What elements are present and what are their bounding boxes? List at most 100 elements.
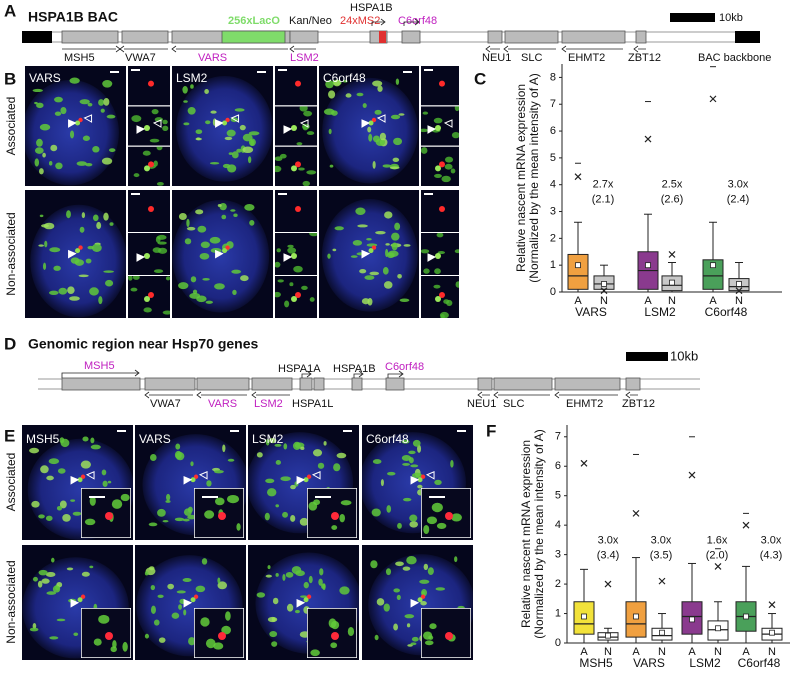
green-spot xyxy=(291,125,297,131)
gene-label: SLC xyxy=(503,398,524,410)
y-tick-label: 3 xyxy=(550,205,556,217)
gene-label: VARS xyxy=(198,52,227,64)
panel-b: B Associated Non-associated VARS LSM2 C6… xyxy=(4,69,366,295)
signal xyxy=(101,157,113,165)
signal xyxy=(234,108,245,112)
signal xyxy=(239,124,246,131)
panel-letter: C xyxy=(474,69,486,88)
green-spot xyxy=(291,296,297,302)
signal xyxy=(411,636,419,642)
signal xyxy=(183,100,188,103)
panel-letter: B xyxy=(4,69,16,88)
signal xyxy=(272,597,279,605)
outlier xyxy=(604,580,612,588)
inset xyxy=(307,608,357,658)
micrograph xyxy=(128,106,170,146)
y-tick-label: 8 xyxy=(550,71,556,83)
green-spot xyxy=(144,296,150,302)
signal xyxy=(275,504,280,508)
arrowhead xyxy=(410,598,420,608)
scale-bar xyxy=(131,69,140,71)
x-tick-label: N xyxy=(604,646,612,658)
signal xyxy=(156,146,163,151)
signal xyxy=(143,307,152,313)
signal xyxy=(256,592,266,598)
signal xyxy=(357,224,368,228)
signal xyxy=(376,598,385,606)
inset xyxy=(421,488,471,538)
arrowhead xyxy=(296,598,306,608)
mean xyxy=(736,281,742,287)
signal xyxy=(102,79,113,88)
green-spot xyxy=(190,477,196,483)
signal xyxy=(392,157,400,163)
gene xyxy=(487,30,503,44)
signal xyxy=(84,518,96,526)
signal xyxy=(289,282,294,287)
scale-bar xyxy=(89,496,105,498)
signal xyxy=(328,90,336,99)
signal xyxy=(333,463,341,472)
signal xyxy=(294,609,300,614)
signal xyxy=(222,444,226,453)
signal xyxy=(291,566,302,574)
signal xyxy=(296,142,303,146)
gene-label: ZBT12 xyxy=(628,52,661,64)
x-tick-label: A xyxy=(644,295,652,307)
signal xyxy=(268,437,277,444)
red-spot xyxy=(78,245,83,250)
signal xyxy=(401,454,412,462)
signal xyxy=(205,300,213,304)
signal xyxy=(195,209,204,215)
signal xyxy=(444,163,453,170)
x-tick-label: A xyxy=(709,295,717,307)
signal xyxy=(186,218,190,228)
signal xyxy=(98,614,110,624)
signal xyxy=(387,250,399,257)
micrograph xyxy=(319,66,419,186)
fold-ratio: (2.1) xyxy=(592,194,615,206)
signal xyxy=(102,480,108,487)
green-spot xyxy=(435,253,441,259)
signal xyxy=(69,130,75,139)
signal xyxy=(50,144,58,152)
micrograph xyxy=(128,276,170,318)
signal xyxy=(389,166,400,170)
signal xyxy=(394,222,401,231)
signal xyxy=(197,225,207,233)
signal xyxy=(227,494,240,504)
signal xyxy=(44,240,48,248)
gene-label: C6orf48 xyxy=(385,361,424,373)
scale-bar xyxy=(230,430,239,432)
column-label: LSM2 xyxy=(252,432,284,446)
signal xyxy=(53,265,61,271)
label: 24xMS2 xyxy=(340,15,380,27)
signal xyxy=(347,626,355,637)
signal xyxy=(107,480,112,484)
inset xyxy=(194,608,244,658)
signal xyxy=(342,79,348,83)
signal xyxy=(318,578,323,586)
signal xyxy=(157,241,167,245)
nucleus xyxy=(321,199,418,312)
signal xyxy=(48,458,60,465)
arrowhead xyxy=(311,470,321,480)
red-spot xyxy=(105,512,113,520)
signal xyxy=(148,522,158,527)
signal xyxy=(54,96,63,103)
signal xyxy=(222,163,231,169)
signal xyxy=(380,479,384,487)
micrograph xyxy=(421,66,459,106)
signal xyxy=(79,99,90,105)
signal xyxy=(34,158,40,167)
signal xyxy=(167,583,175,590)
signal xyxy=(309,297,315,302)
fold-change: 3.0x xyxy=(598,534,619,546)
signal xyxy=(250,139,255,146)
signal xyxy=(144,571,149,576)
inset xyxy=(307,488,357,538)
signal xyxy=(204,88,209,94)
signal xyxy=(195,585,206,593)
signal xyxy=(383,281,393,289)
signal xyxy=(443,299,450,304)
